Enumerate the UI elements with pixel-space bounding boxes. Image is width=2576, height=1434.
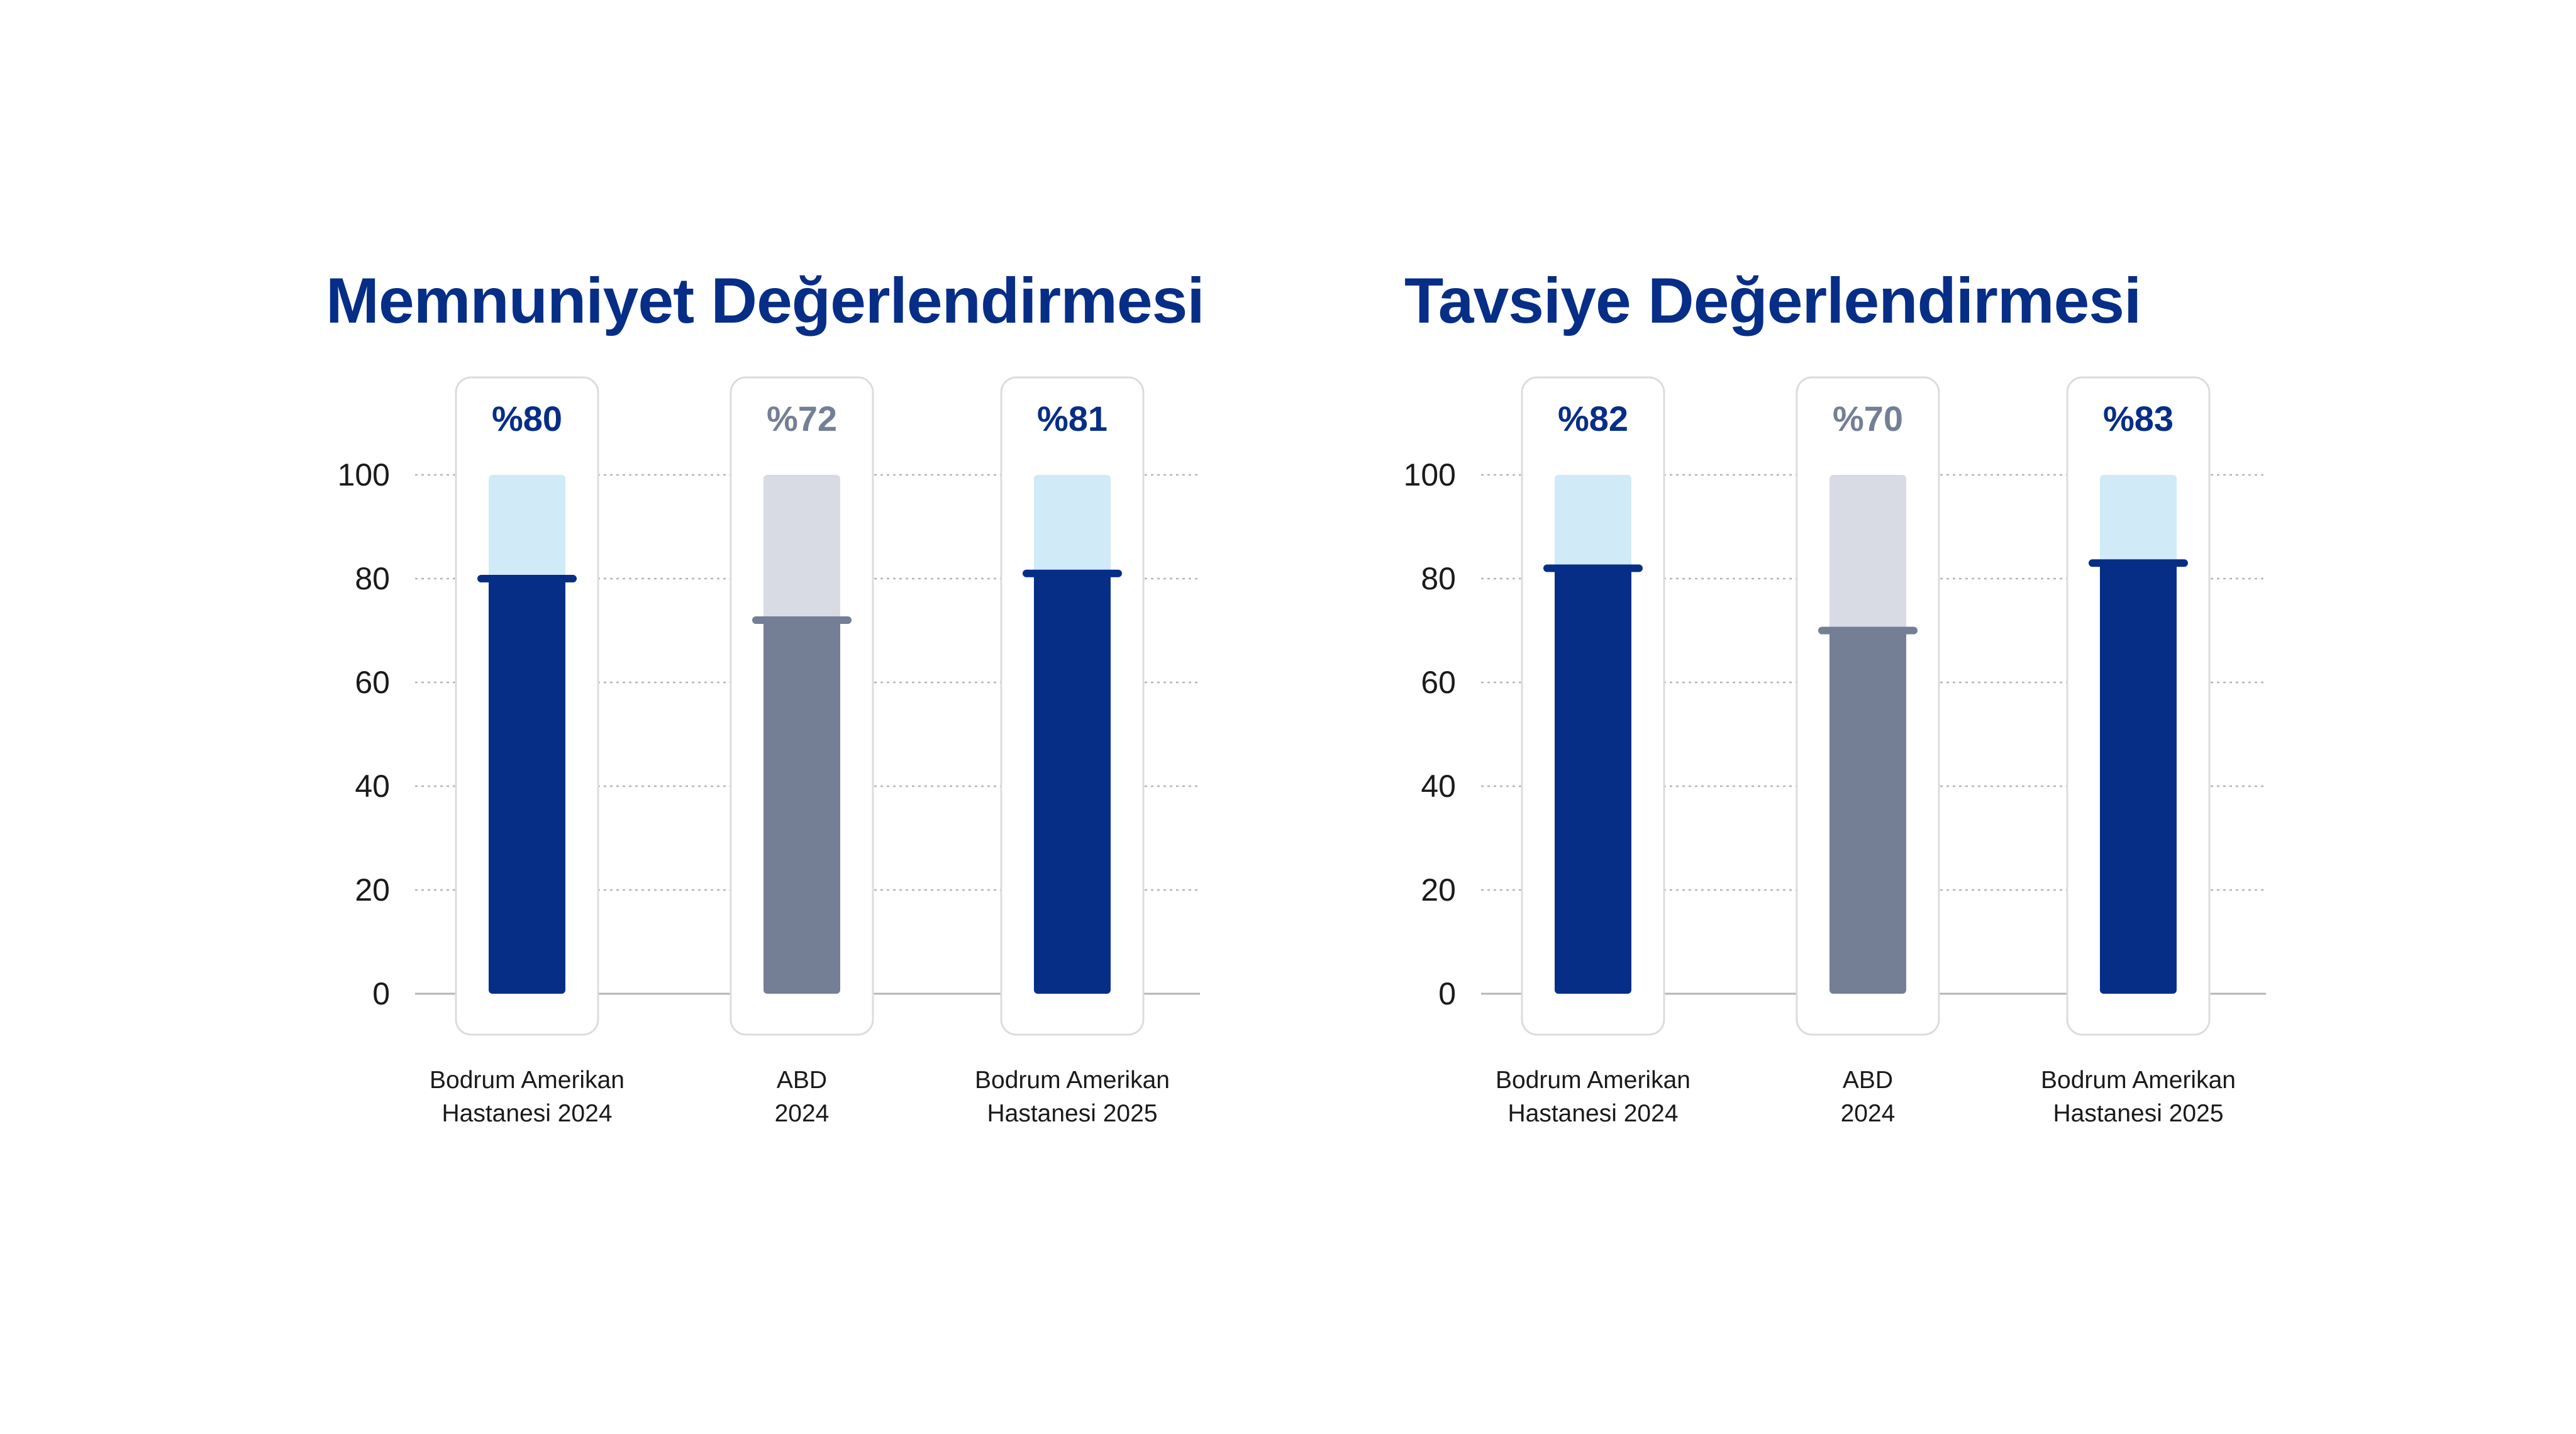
x-category-label-line1: Bodrum Amerikan <box>975 1067 1170 1094</box>
y-tick-label: 20 <box>355 872 390 908</box>
y-tick-label: 20 <box>1421 872 1456 908</box>
bar-value-label: %81 <box>1037 399 1108 438</box>
recommendation-chart-panel: Tavsiye Değerlendirmesi 0 20 40 60 80 100 %82 B… <box>1380 0 2450 1434</box>
bar <box>1034 573 1111 994</box>
x-category-label-line1: ABD <box>1843 1067 1893 1094</box>
satisfaction-chart-title: Memnuniyet Değerlendirmesi <box>326 265 1205 336</box>
y-tick-label: 100 <box>1404 457 1456 492</box>
x-category-label-line1: Bodrum Amerikan <box>430 1067 625 1094</box>
bar-value-cap <box>1023 569 1122 577</box>
bar <box>489 579 565 994</box>
bar-value-cap <box>477 575 577 582</box>
recommendation-chart: 0 20 40 60 80 100 %82 Bodrum Amerikan Hastanesi … <box>1404 376 2266 1127</box>
x-category-label-line2: Hastanesi 2025 <box>2053 1100 2223 1127</box>
bar <box>1829 630 1906 994</box>
bar-value-label: %70 <box>1833 399 1903 438</box>
bar <box>2100 563 2177 994</box>
bar-value-cap <box>752 616 852 624</box>
bar <box>1555 568 1631 994</box>
x-category-label-line1: Bodrum Amerikan <box>2041 1067 2236 1094</box>
bar-value-label: %83 <box>2103 399 2174 438</box>
satisfaction-chart-panel: Memnuniyet Değerlendirmesi 0 20 40 60 80 100%… <box>314 0 1384 1434</box>
bar-value-cap <box>1543 564 1643 572</box>
bar-value-cap <box>2089 559 2188 567</box>
bar-value-label: %80 <box>492 399 562 438</box>
recommendation-chart-title: Tavsiye Değerlendirmesi <box>1404 265 2141 336</box>
x-category-label-line2: Hastanesi 2024 <box>441 1100 612 1127</box>
y-tick-label: 60 <box>1421 665 1456 700</box>
y-tick-label: 100 <box>338 457 390 492</box>
x-category-label-line2: 2024 <box>775 1100 830 1127</box>
x-category-label-line2: Hastanesi 2025 <box>987 1100 1157 1127</box>
x-category-label-line2: Hastanesi 2024 <box>1507 1100 1678 1127</box>
bar-value-cap <box>1818 626 1918 635</box>
y-tick-label: 40 <box>1421 769 1456 804</box>
y-tick-label: 0 <box>372 976 390 1011</box>
x-category-label-line1: Bodrum Amerikan <box>1496 1067 1690 1094</box>
y-tick-label: 40 <box>355 769 390 804</box>
bar-value-label: %72 <box>767 399 837 438</box>
satisfaction-chart: 0 20 40 60 80 100 %80 Bodrum Amerikan Hastanesi … <box>338 376 1200 1127</box>
bar <box>763 620 840 994</box>
y-tick-label: 60 <box>355 665 390 700</box>
y-tick-label: 0 <box>1438 976 1456 1011</box>
y-tick-label: 80 <box>1421 561 1456 596</box>
y-tick-label: 80 <box>355 561 390 596</box>
x-category-label-line1: ABD <box>777 1067 827 1094</box>
x-category-label-line2: 2024 <box>1841 1100 1896 1127</box>
bar-value-label: %82 <box>1558 399 1628 438</box>
